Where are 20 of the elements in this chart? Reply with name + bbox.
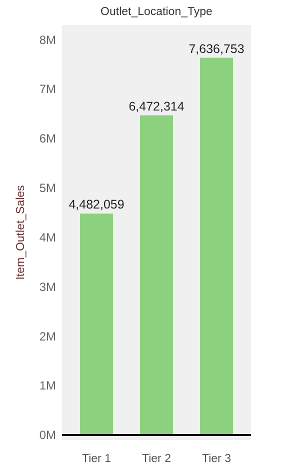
y-axis-title: Item_Outlet_Sales	[15, 184, 27, 280]
chart-title: Outlet_Location_Type	[100, 6, 212, 18]
bar	[140, 115, 173, 436]
y-tick-label: 1M	[39, 378, 56, 393]
x-tick-label: Tier 2	[142, 453, 171, 465]
data-label: 6,472,314	[128, 99, 184, 114]
x-tick-label: Tier 3	[202, 453, 231, 465]
y-tick-label: 5M	[39, 181, 56, 196]
data-label: 4,482,059	[68, 198, 124, 212]
bar	[80, 214, 113, 436]
y-tick-label: 0M	[39, 428, 56, 442]
data-label: 7,636,753	[188, 42, 244, 56]
y-tick-label: 7M	[39, 82, 56, 96]
y-tick-label: 3M	[39, 280, 56, 294]
y-tick-label: 4M	[39, 230, 56, 244]
y-tick-label: 8M	[39, 32, 56, 47]
x-tick-label: Tier 1	[82, 453, 111, 465]
y-tick-label: 2M	[39, 329, 56, 344]
y-tick-label: 6M	[39, 132, 56, 146]
bar	[200, 58, 233, 436]
